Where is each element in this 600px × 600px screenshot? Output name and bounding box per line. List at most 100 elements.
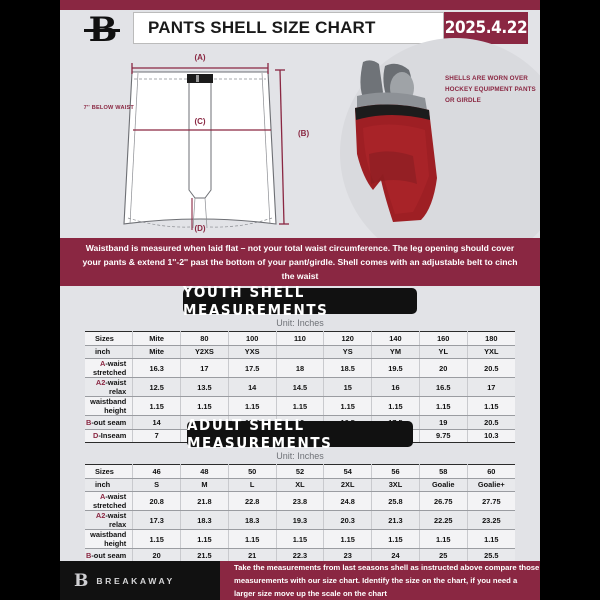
table-cell: 16 — [371, 377, 420, 397]
table-cell: 7 — [132, 429, 182, 443]
table-row: waistband height 1.15 1.15 1.15 1.15 1.15 1.15… — [85, 529, 515, 549]
adult-section: ADULT SHELL MEASUREMENTS Unit: Inches Si… — [60, 416, 540, 576]
footer-brand-name: BREAKAWAY — [96, 575, 175, 586]
row-label: B-out seam — [85, 548, 134, 563]
table-cell: 18 — [276, 358, 325, 378]
table-cell: 1.15 — [180, 529, 229, 549]
row-label: Sizes — [85, 464, 134, 479]
revision-date: 2025.4.22 — [444, 18, 528, 38]
below-waist-note: 7'' BELOW WAIST — [83, 105, 134, 111]
table-cell: 24.8 — [323, 491, 373, 511]
table-cell: YS — [323, 345, 373, 359]
page-title-box: PANTS SHELL SIZE CHART — [133, 12, 444, 44]
table-cell: 19.5 — [371, 358, 420, 378]
table-cell: 23.8 — [276, 491, 325, 511]
table-cell: 20.3 — [323, 510, 373, 530]
table-cell: 140 — [371, 331, 420, 346]
table-cell: 1.15 — [323, 529, 373, 549]
size-chart-page: B PANTS SHELL SIZE CHART 2025.4.22 — [60, 0, 540, 600]
table-cell: 19 — [419, 415, 468, 430]
table-cell: L — [228, 478, 277, 492]
table-cell: YXS — [228, 345, 277, 359]
table-cell: YM — [371, 345, 420, 359]
table-cell: 17 — [467, 377, 515, 397]
table-cell: 21.8 — [180, 491, 229, 511]
footer-brand-block: B BREAKAWAY — [60, 561, 220, 600]
diagram-label-d: (D) — [194, 224, 205, 233]
table-cell: 1.15 — [371, 396, 420, 416]
page-header: B PANTS SHELL SIZE CHART 2025.4.22 — [60, 10, 540, 48]
table-cell: 25 — [419, 548, 468, 563]
table-cell: 3XL — [371, 478, 420, 492]
table-cell: 160 — [419, 331, 468, 346]
table-cell: 20.5 — [467, 415, 515, 430]
table-row: A-waist stretched 16.3 17 17.5 18 18.5 19.5 20 2… — [85, 358, 515, 378]
banner-text: Waistband is measured when laid flat – n… — [82, 242, 518, 282]
table-cell: 15 — [323, 377, 373, 397]
row-label: D-Inseam — [85, 429, 134, 443]
table-cell: 1.15 — [180, 396, 229, 416]
table-cell: 20.5 — [467, 358, 515, 378]
row-label: A2-waist relax — [85, 510, 134, 530]
table-cell: 1.15 — [419, 529, 468, 549]
row-label-key: A — [99, 359, 106, 368]
row-label-key: D — [92, 431, 99, 441]
youth-section-title-text: YOUTH SHELL MEASUREMENTS — [183, 283, 329, 319]
table-cell: 1.15 — [419, 396, 468, 416]
table-cell: 21.3 — [371, 510, 420, 530]
table-cell: 2XL — [323, 478, 373, 492]
measurement-instructions-banner: Waistband is measured when laid flat – n… — [60, 238, 540, 286]
diagram-label-a: (A) — [194, 53, 205, 62]
table-row: Sizes 46 48 50 52 54 56 58 60 — [85, 464, 515, 479]
adult-section-title-text: ADULT SHELL MEASUREMENTS — [187, 416, 333, 452]
shell-worn-note: SHELLS ARE WORN OVER HOCKEY EQUIPMENT PA… — [445, 75, 536, 105]
table-cell: XL — [276, 478, 325, 492]
table-cell: 50 — [228, 464, 277, 479]
row-label: A-waist stretched — [85, 358, 134, 378]
brand-logo-bar — [84, 29, 120, 32]
table-cell: 10.3 — [467, 429, 515, 443]
table-cell: Goalie+ — [467, 478, 515, 492]
table-cell: 1.15 — [228, 396, 277, 416]
row-label: inch — [85, 478, 134, 492]
footer-note-block: Take the measurements from last seasons … — [220, 561, 540, 600]
table-cell: 48 — [180, 464, 229, 479]
table-cell: 1.15 — [228, 529, 277, 549]
table-cell: 1.15 — [467, 396, 515, 416]
table-cell: 1.15 — [323, 396, 373, 416]
table-cell: 22.3 — [276, 548, 325, 563]
table-row: Sizes Mite 80 100 110 120 140 160 180 — [85, 331, 515, 346]
table-cell: 22.25 — [419, 510, 468, 530]
table-cell: 80 — [180, 331, 229, 346]
table-cell — [276, 345, 325, 359]
diagram-area: (A) (C) (B) (D) 7'' BELOW WAIST SHELLS A… — [60, 38, 540, 268]
table-cell: 13.5 — [180, 377, 229, 397]
table-cell: 56 — [371, 464, 420, 479]
table-cell: 16.5 — [419, 377, 468, 397]
table-cell: YXL — [467, 345, 515, 359]
table-cell: 12.5 — [132, 377, 182, 397]
table-cell: Mite — [132, 331, 182, 346]
table-cell: 20.8 — [132, 491, 182, 511]
table-cell: 17.3 — [132, 510, 182, 530]
table-cell: S — [132, 478, 182, 492]
page-title: PANTS SHELL SIZE CHART — [148, 18, 376, 37]
table-cell: M — [180, 478, 229, 492]
top-accent-strip — [60, 0, 540, 10]
table-cell: Mite — [132, 345, 182, 359]
table-cell: 18.5 — [323, 358, 373, 378]
table-cell: 180 — [467, 331, 515, 346]
table-cell: 14.5 — [276, 377, 325, 397]
table-cell: 1.15 — [132, 396, 182, 416]
brand-logo-icon: B — [76, 12, 128, 48]
table-cell: 52 — [276, 464, 325, 479]
row-label-key: A2 — [95, 511, 106, 520]
row-label: B-out seam — [85, 415, 134, 430]
table-cell: 20 — [132, 548, 182, 563]
youth-unit-label: Unit: Inches — [276, 318, 324, 328]
row-label-key: B — [86, 550, 92, 560]
table-row: A2-waist relax 17.3 18.3 18.3 19.3 20.3 21.3 22… — [85, 510, 515, 530]
table-cell: 18.3 — [228, 510, 277, 530]
table-cell: 1.15 — [132, 529, 182, 549]
table-cell: 14 — [132, 415, 182, 430]
